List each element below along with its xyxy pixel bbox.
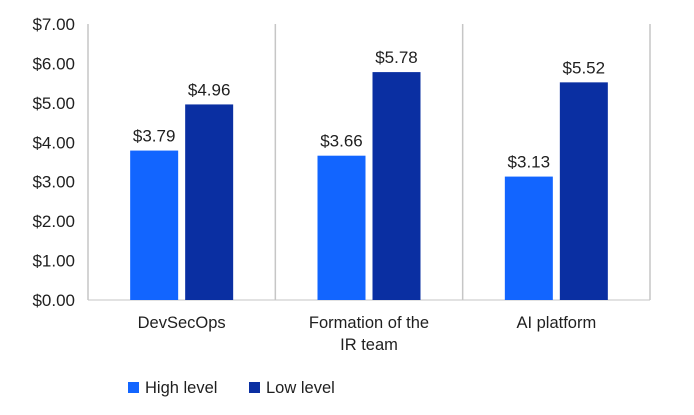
category-label: Formation of the IR team <box>309 314 429 354</box>
bar-high-level <box>130 150 179 300</box>
legend-label: Low level <box>266 379 335 397</box>
legend-swatch <box>128 382 139 393</box>
y-tick-label: $7.00 <box>32 15 75 34</box>
bar-low-level <box>372 72 421 300</box>
data-label: $4.96 <box>188 80 231 99</box>
bar-low-level <box>185 104 234 300</box>
bar-high-level <box>504 176 553 300</box>
y-axis-ticks: $0.00 $1.00 $2.00 $3.00 $4.00 $5.00 $6.00 $7.00 <box>32 15 75 310</box>
data-labels: $3.79 $4.96 $3.66 $5.78 $3.13 $5.52 <box>133 48 605 171</box>
legend-label: High level <box>145 379 217 397</box>
legend-item-high-level: High level <box>128 379 217 397</box>
category-label: DevSecOps <box>138 314 226 332</box>
data-label: $3.79 <box>133 127 176 146</box>
axes <box>87 24 651 301</box>
category-label: AI platform <box>516 314 596 332</box>
bar-high-level <box>317 155 366 300</box>
data-label: $3.66 <box>320 132 363 151</box>
y-tick-label: $1.00 <box>32 252 75 271</box>
y-tick-label: $0.00 <box>32 291 75 310</box>
data-label: $3.13 <box>508 153 551 172</box>
y-tick-label: $5.00 <box>32 94 75 113</box>
y-tick-label: $2.00 <box>32 212 75 231</box>
legend-item-low-level: Low level <box>249 379 335 397</box>
x-axis-categories: DevSecOps Formation of the IR team AI platf… <box>138 314 597 354</box>
y-tick-label: $3.00 <box>32 173 75 192</box>
bar-low-level <box>559 82 608 301</box>
y-tick-label: $6.00 <box>32 54 75 73</box>
bars <box>130 72 608 301</box>
y-tick-label: $4.00 <box>32 133 75 152</box>
data-label: $5.78 <box>375 48 418 67</box>
legend: High level Low level <box>128 379 335 397</box>
data-label: $5.52 <box>563 58 606 77</box>
legend-swatch <box>249 382 260 393</box>
